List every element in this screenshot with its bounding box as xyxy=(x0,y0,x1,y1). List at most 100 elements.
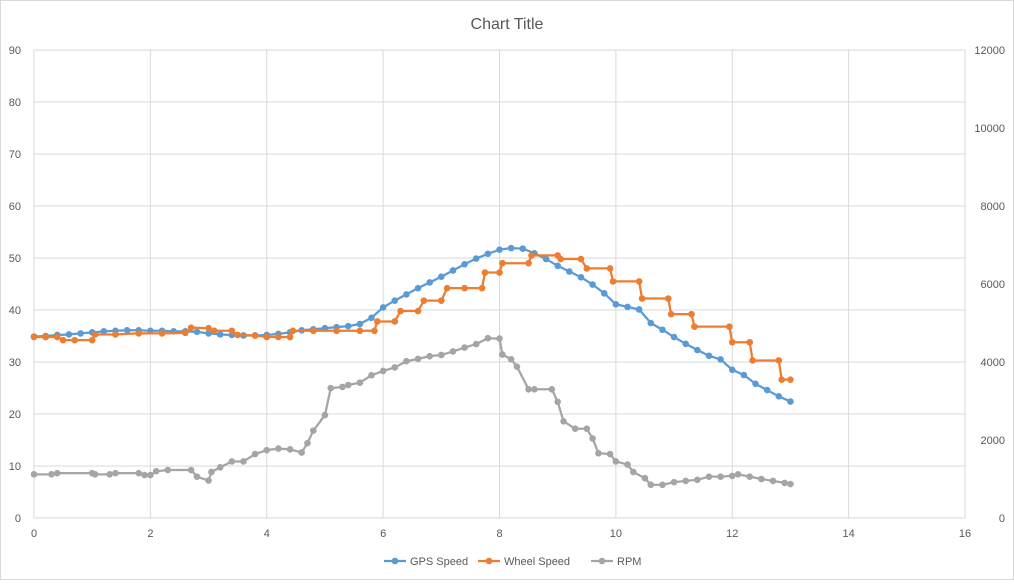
data-point xyxy=(379,367,387,375)
data-point xyxy=(496,246,503,253)
data-point xyxy=(484,250,492,258)
data-point xyxy=(106,471,113,478)
data-point xyxy=(635,278,643,285)
data-point xyxy=(778,376,786,383)
data-point xyxy=(746,338,754,346)
series-1 xyxy=(30,252,794,383)
data-point xyxy=(234,331,241,339)
legend-marker xyxy=(598,557,606,565)
data-point xyxy=(717,473,724,480)
data-point xyxy=(595,449,602,457)
data-point xyxy=(606,450,614,458)
data-point xyxy=(205,477,212,484)
data-point xyxy=(53,469,61,477)
data-point xyxy=(205,330,212,337)
data-point xyxy=(187,466,195,474)
data-point xyxy=(513,363,521,370)
data-point xyxy=(391,318,399,325)
data-point xyxy=(499,351,506,358)
data-point xyxy=(624,303,631,311)
x-tick-label: 8 xyxy=(496,528,502,540)
data-point xyxy=(682,340,689,348)
x-tick-label: 6 xyxy=(380,528,386,540)
data-point xyxy=(310,327,317,335)
x-tick-label: 0 xyxy=(31,528,37,540)
data-point xyxy=(600,290,608,297)
data-point xyxy=(91,471,99,478)
y-tick-label: 60 xyxy=(9,201,21,213)
data-point xyxy=(734,471,742,478)
legend: GPS Speed Wheel Speed RPM xyxy=(384,556,641,568)
data-point xyxy=(496,335,503,342)
y2-tick-label: 2000 xyxy=(981,435,1005,447)
data-point xyxy=(670,478,678,486)
data-point xyxy=(664,295,672,302)
data-point xyxy=(112,331,119,338)
data-point xyxy=(251,332,259,339)
data-point xyxy=(371,327,378,335)
data-point xyxy=(356,320,364,328)
y-tick-label: 80 xyxy=(9,97,21,109)
data-point xyxy=(289,327,297,335)
data-point xyxy=(571,425,579,432)
gridlines xyxy=(33,49,966,519)
data-point xyxy=(717,356,724,363)
data-point xyxy=(403,357,410,365)
data-point xyxy=(752,380,759,388)
data-point xyxy=(566,268,573,275)
y-tick-label: 50 xyxy=(9,253,21,265)
data-point xyxy=(583,265,591,272)
data-point xyxy=(461,260,468,268)
legend-label: RPM xyxy=(617,556,641,568)
data-point xyxy=(65,331,73,338)
data-point xyxy=(112,469,119,477)
x-axis: 0 2 4 6 8 10 12 14 16 xyxy=(31,528,971,540)
data-point xyxy=(688,310,695,318)
series-0 xyxy=(30,244,794,405)
data-point xyxy=(379,304,387,311)
data-point xyxy=(787,398,794,405)
data-point xyxy=(461,344,468,351)
data-point xyxy=(638,295,646,302)
data-point xyxy=(609,278,617,285)
data-point xyxy=(728,472,736,480)
data-point xyxy=(682,477,689,485)
data-point xyxy=(589,435,596,442)
data-point xyxy=(356,379,364,386)
data-point xyxy=(152,467,160,475)
data-point xyxy=(749,357,756,364)
data-point xyxy=(187,324,195,331)
x-tick-label: 12 xyxy=(726,528,738,540)
chart-title: Chart Title xyxy=(471,16,544,33)
y-axis-left: 0 10 20 30 40 50 60 70 80 90 xyxy=(9,45,21,525)
data-point xyxy=(577,255,585,263)
data-point xyxy=(554,398,561,406)
legend-item: RPM xyxy=(591,556,641,568)
x-tick-label: 2 xyxy=(147,528,153,540)
y-tick-label: 0 xyxy=(15,513,21,525)
y2-tick-label: 6000 xyxy=(981,279,1005,291)
data-point xyxy=(670,333,678,341)
data-point xyxy=(88,336,96,344)
series-layer xyxy=(30,244,794,489)
data-point xyxy=(478,284,486,292)
y-axis-right: 0 2000 4000 6000 8000 10000 12000 xyxy=(974,45,1005,525)
data-point xyxy=(100,328,108,335)
data-point xyxy=(135,469,143,477)
data-point xyxy=(59,336,67,344)
data-point xyxy=(624,461,631,468)
data-point xyxy=(449,348,457,355)
data-point xyxy=(414,284,422,292)
data-point xyxy=(647,319,655,327)
data-point xyxy=(691,323,698,330)
data-point xyxy=(286,333,294,341)
data-point xyxy=(705,352,713,360)
data-point xyxy=(781,479,788,487)
data-point xyxy=(635,306,643,313)
data-point xyxy=(472,340,480,348)
data-point xyxy=(71,336,79,344)
x-tick-label: 10 xyxy=(610,528,622,540)
legend-item: GPS Speed xyxy=(384,556,468,568)
